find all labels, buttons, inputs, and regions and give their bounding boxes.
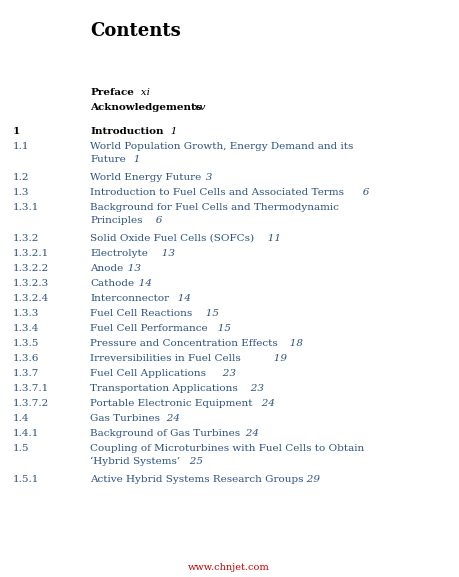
Text: 1: 1 — [161, 127, 177, 136]
Text: 14: 14 — [168, 294, 191, 303]
Text: 25: 25 — [179, 457, 202, 466]
Text: 6: 6 — [353, 188, 369, 197]
Text: ‘Hybrid Systems’: ‘Hybrid Systems’ — [90, 457, 180, 466]
Text: 1.3.7: 1.3.7 — [13, 369, 39, 378]
Text: Portable Electronic Equipment: Portable Electronic Equipment — [90, 399, 252, 408]
Text: Fuel Cell Performance: Fuel Cell Performance — [90, 324, 207, 333]
Text: 1.3.2: 1.3.2 — [13, 234, 39, 243]
Text: World Population Growth, Energy Demand and its: World Population Growth, Energy Demand a… — [90, 142, 353, 151]
Text: Interconnector: Interconnector — [90, 294, 169, 303]
Text: 1.3.5: 1.3.5 — [13, 339, 39, 348]
Text: 1.1: 1.1 — [13, 142, 29, 151]
Text: 1.2: 1.2 — [13, 173, 29, 182]
Text: Background for Fuel Cells and Thermodynamic: Background for Fuel Cells and Thermodyna… — [90, 203, 339, 212]
Text: 15: 15 — [196, 309, 219, 318]
Text: World Energy Future: World Energy Future — [90, 173, 201, 182]
Text: 1.4.1: 1.4.1 — [13, 429, 39, 438]
Text: 14: 14 — [129, 279, 152, 288]
Text: 1.4: 1.4 — [13, 414, 29, 423]
Text: 24: 24 — [157, 414, 180, 423]
Text: 23: 23 — [241, 384, 264, 393]
Text: 24: 24 — [235, 429, 258, 438]
Text: 1.3.2.4: 1.3.2.4 — [13, 294, 49, 303]
Text: 1.3.2.1: 1.3.2.1 — [13, 249, 49, 258]
Text: Anode: Anode — [90, 264, 123, 273]
Text: Solid Oxide Fuel Cells (SOFCs): Solid Oxide Fuel Cells (SOFCs) — [90, 234, 254, 243]
Text: Coupling of Microturbines with Fuel Cells to Obtain: Coupling of Microturbines with Fuel Cell… — [90, 444, 364, 453]
Text: 1.3.2.3: 1.3.2.3 — [13, 279, 49, 288]
Text: 1.3.3: 1.3.3 — [13, 309, 39, 318]
Text: 1.5.1: 1.5.1 — [13, 475, 39, 484]
Text: 24: 24 — [252, 399, 275, 408]
Text: Principles: Principles — [90, 216, 142, 225]
Text: Cathode: Cathode — [90, 279, 134, 288]
Text: 1.3.1: 1.3.1 — [13, 203, 39, 212]
Text: Transportation Applications: Transportation Applications — [90, 384, 238, 393]
Text: 6: 6 — [146, 216, 162, 225]
Text: Preface: Preface — [90, 88, 134, 97]
Text: Introduction: Introduction — [90, 127, 163, 136]
Text: 1.3.2.2: 1.3.2.2 — [13, 264, 49, 273]
Text: Irreversibilities in Fuel Cells: Irreversibilities in Fuel Cells — [90, 354, 241, 363]
Text: 18: 18 — [280, 339, 303, 348]
Text: 3: 3 — [196, 173, 213, 182]
Text: 1: 1 — [13, 127, 20, 136]
Text: Electrolyte: Electrolyte — [90, 249, 148, 258]
Text: 11: 11 — [258, 234, 281, 243]
Text: 1.3.7.2: 1.3.7.2 — [13, 399, 49, 408]
Text: 15: 15 — [207, 324, 230, 333]
Text: 13: 13 — [151, 249, 174, 258]
Text: 1.3.7.1: 1.3.7.1 — [13, 384, 49, 393]
Text: Background of Gas Turbines: Background of Gas Turbines — [90, 429, 240, 438]
Text: 1.3: 1.3 — [13, 188, 29, 197]
Text: Pressure and Concentration Effects: Pressure and Concentration Effects — [90, 339, 278, 348]
Text: Fuel Cell Applications: Fuel Cell Applications — [90, 369, 206, 378]
Text: xv: xv — [184, 103, 206, 112]
Text: 1.3.6: 1.3.6 — [13, 354, 39, 363]
Text: Contents: Contents — [90, 22, 181, 40]
Text: 1: 1 — [123, 155, 140, 164]
Text: Introduction to Fuel Cells and Associated Terms: Introduction to Fuel Cells and Associate… — [90, 188, 344, 197]
Text: Active Hybrid Systems Research Groups: Active Hybrid Systems Research Groups — [90, 475, 303, 484]
Text: Future: Future — [90, 155, 126, 164]
Text: 1.5: 1.5 — [13, 444, 29, 453]
Text: 23: 23 — [213, 369, 236, 378]
Text: 29: 29 — [297, 475, 320, 484]
Text: 13: 13 — [118, 264, 141, 273]
Text: Acknowledgements: Acknowledgements — [90, 103, 202, 112]
Text: Gas Turbines: Gas Turbines — [90, 414, 160, 423]
Text: 19: 19 — [263, 354, 286, 363]
Text: Fuel Cell Reactions: Fuel Cell Reactions — [90, 309, 192, 318]
Text: www.chnjet.com: www.chnjet.com — [188, 563, 270, 572]
Text: xi: xi — [131, 88, 150, 97]
Text: 1.3.4: 1.3.4 — [13, 324, 39, 333]
